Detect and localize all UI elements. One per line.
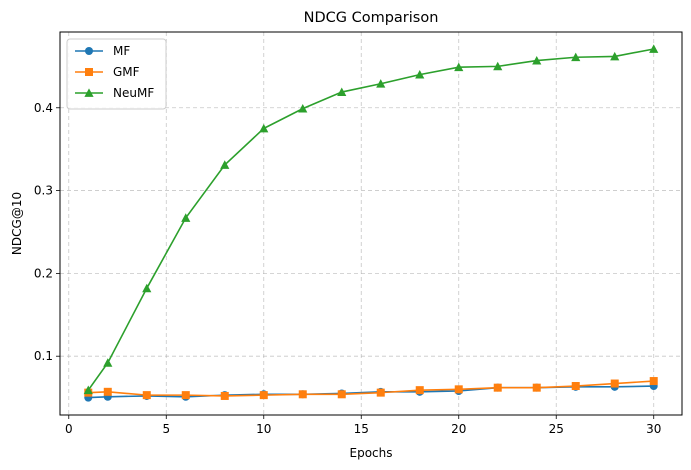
data-point-gmf: [142, 391, 151, 400]
data-point-gmf: [103, 387, 112, 396]
data-point-gmf: [493, 383, 502, 392]
legend: MF GMF NeuMF: [66, 38, 167, 110]
legend-item-gmf: GMF: [75, 65, 140, 79]
legend-marker-neumf: [84, 88, 94, 97]
data-point-neumf: [83, 385, 93, 395]
x-tick-label: 5: [162, 422, 170, 436]
y-axis-ticks: 0.1 0.2 0.3 0.4: [34, 101, 60, 363]
data-point-neumf: [649, 44, 659, 53]
legend-label: NeuMF: [113, 86, 154, 100]
grid-lines: [60, 32, 682, 415]
data-point-gmf: [220, 391, 229, 400]
x-axis-label: Epochs: [350, 446, 393, 460]
data-point-gmf: [259, 391, 268, 400]
data-point-neumf: [220, 160, 230, 169]
y-tick-label: 0.4: [34, 101, 53, 115]
data-point-gmf: [571, 382, 580, 391]
data-point-gmf: [532, 383, 541, 392]
data-point-neumf: [532, 55, 542, 65]
data-point-gmf: [610, 379, 619, 388]
series-neumf: [83, 44, 659, 395]
x-tick-label: 0: [65, 422, 73, 436]
x-tick-label: 15: [354, 422, 369, 436]
data-point-neumf: [259, 123, 269, 133]
y-axis-label: NDCG@10: [10, 192, 24, 255]
legend-item-mf: MF: [75, 44, 130, 58]
data-point-gmf: [649, 377, 658, 386]
data-point-gmf: [415, 386, 424, 395]
x-tick-label: 20: [451, 422, 466, 436]
legend-label: MF: [113, 44, 130, 58]
data-point-neumf: [142, 283, 152, 293]
y-tick-label: 0.3: [34, 184, 53, 198]
chart-title: NDCG Comparison: [304, 10, 439, 26]
legend-item-neumf: NeuMF: [75, 86, 154, 100]
data-point-neumf: [376, 79, 386, 88]
x-tick-label: 30: [646, 422, 661, 436]
y-tick-label: 0.1: [34, 349, 53, 363]
data-point-gmf: [454, 385, 463, 394]
series-line-gmf: [88, 380, 654, 397]
x-tick-label: 10: [256, 422, 271, 436]
y-tick-label: 0.2: [34, 266, 53, 280]
data-point-neumf: [103, 358, 113, 367]
data-point-neumf: [571, 52, 581, 62]
data-point-neumf: [181, 213, 191, 222]
series-gmf: [84, 377, 658, 400]
legend-marker-mf: [85, 47, 93, 55]
data-point-gmf: [337, 390, 346, 399]
data-point-neumf: [298, 104, 308, 113]
series-mf: [84, 382, 658, 402]
data-point-gmf: [298, 390, 307, 399]
data-point-gmf: [181, 391, 190, 400]
x-tick-label: 25: [549, 422, 564, 436]
data-point-gmf: [376, 388, 385, 397]
legend-box: [66, 38, 167, 110]
data-point-neumf: [337, 87, 347, 96]
legend-marker-gmf: [85, 68, 93, 76]
x-axis-ticks: 0 5 10 15 20 25 30: [65, 415, 661, 436]
legend-label: GMF: [113, 65, 140, 79]
series-line-neumf: [87, 48, 654, 391]
data-point-neumf: [493, 61, 503, 71]
data-point-neumf: [415, 70, 425, 79]
data-point-neumf: [610, 51, 620, 61]
series-layer: [83, 44, 659, 402]
data-point-neumf: [454, 62, 464, 72]
plot-frame: [59, 31, 683, 416]
